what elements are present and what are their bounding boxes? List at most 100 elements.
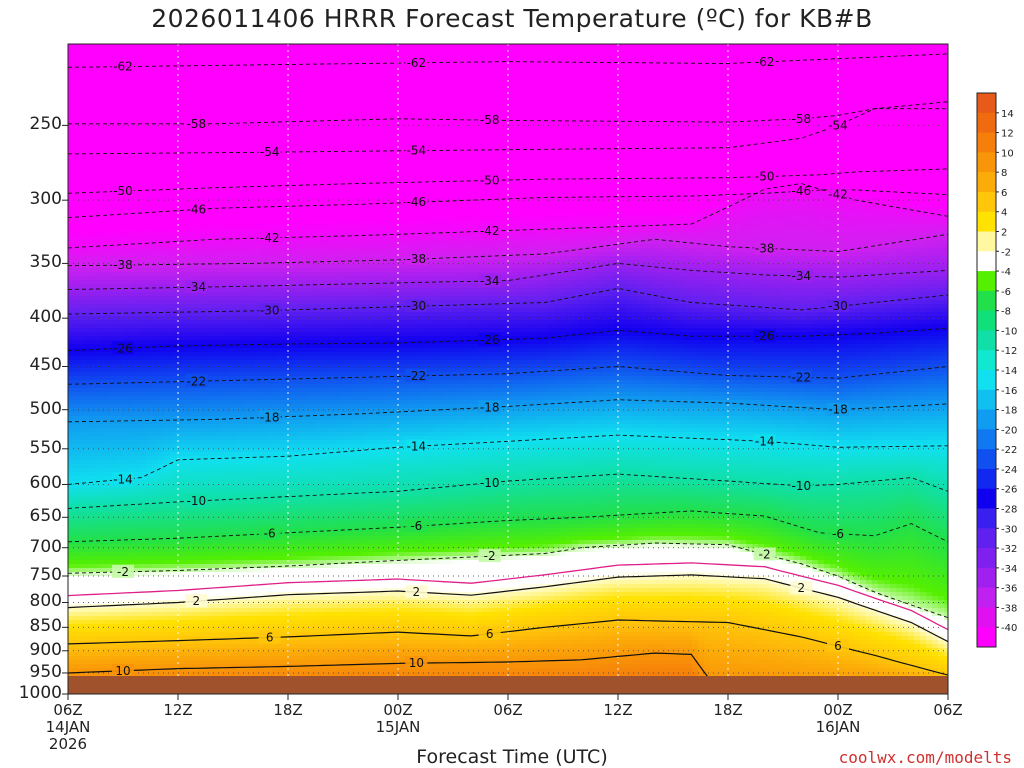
colorbar: 1412108642-2-4-6-8-10-12-14-16-18-20-22-… xyxy=(977,93,1017,648)
colorbar-label: 2 xyxy=(1001,228,1007,239)
isotherm-label: -62 xyxy=(407,56,427,70)
credit-link[interactable]: coolwx.com/modelts xyxy=(839,748,1012,767)
x-tick-label: 12Z xyxy=(578,702,658,719)
colorbar-swatch xyxy=(977,449,996,469)
colorbar-swatch xyxy=(977,588,996,608)
colorbar-label: -30 xyxy=(1001,524,1017,535)
colorbar-label: 12 xyxy=(1001,129,1014,140)
isotherm-label: -46 xyxy=(792,184,812,198)
colorbar-swatch xyxy=(977,509,996,529)
colorbar-swatch xyxy=(977,390,996,410)
colorbar-swatch xyxy=(977,627,996,647)
isotherm-label: -34 xyxy=(187,280,207,294)
colorbar-swatch xyxy=(977,133,996,153)
colorbar-label: -8 xyxy=(1001,307,1011,318)
x-tick-label: 18Z xyxy=(688,702,768,719)
y-tick-label: 700 xyxy=(4,537,62,557)
colorbar-swatch xyxy=(977,212,996,232)
colorbar-label: -2 xyxy=(1001,247,1011,258)
colorbar-swatch xyxy=(977,251,996,271)
colorbar-label: -20 xyxy=(1001,425,1017,436)
colorbar-swatch xyxy=(977,548,996,568)
isotherm-label: -22 xyxy=(792,370,812,384)
y-tick-label: 1000 xyxy=(4,683,62,703)
colorbar-label: -40 xyxy=(1001,623,1017,634)
isotherm-label: -62 xyxy=(113,60,133,74)
y-tick-label: 450 xyxy=(4,355,62,375)
isotherm-label: -2 xyxy=(759,547,771,561)
colorbar-label: 6 xyxy=(1001,188,1007,199)
isotherm-label: -6 xyxy=(832,527,844,541)
isotherm-label: -42 xyxy=(480,224,500,238)
colorbar-swatch xyxy=(977,192,996,212)
colorbar-swatch xyxy=(977,350,996,370)
colorbar-label: -28 xyxy=(1001,505,1017,516)
isotherm-label: -62 xyxy=(755,55,775,69)
colorbar-swatch xyxy=(977,271,996,291)
colorbar-swatch xyxy=(977,528,996,548)
isotherm-label: 2 xyxy=(413,585,421,599)
isotherm-label: 10 xyxy=(409,656,424,670)
isotherm-label: 2 xyxy=(798,581,806,595)
isotherm-label: -6 xyxy=(264,527,276,541)
isotherm-label: 6 xyxy=(486,627,494,641)
isotherm-label: 6 xyxy=(834,639,842,653)
x-tick-label: 06Z xyxy=(468,702,548,719)
isotherm-label: -26 xyxy=(480,333,500,347)
isotherm-label: -42 xyxy=(260,231,280,245)
isotherm-label: -26 xyxy=(113,341,133,355)
isotherm-label: -30 xyxy=(407,299,427,313)
colorbar-label: -16 xyxy=(1001,386,1017,397)
y-tick-label: 800 xyxy=(4,591,62,611)
x-tick-label: 18Z xyxy=(248,702,328,719)
colorbar-label: -24 xyxy=(1001,465,1017,476)
colorbar-label: 4 xyxy=(1001,208,1007,219)
isotherm-label: -10 xyxy=(187,494,207,508)
isotherm-label: -50 xyxy=(113,184,133,198)
isotherm-label: -54 xyxy=(260,145,280,159)
isotherm-label: 10 xyxy=(115,664,130,678)
colorbar-label: -26 xyxy=(1001,485,1017,496)
isotherm-label: -38 xyxy=(755,241,775,255)
colorbar-label: -6 xyxy=(1001,287,1011,298)
isotherm-label: -38 xyxy=(113,258,133,272)
isotherm-label: -58 xyxy=(480,113,500,127)
colorbar-label: -4 xyxy=(1001,267,1011,278)
x-tick-label: 12Z xyxy=(138,702,218,719)
y-tick-label: 950 xyxy=(4,662,62,682)
isotherm-label: -46 xyxy=(187,202,207,216)
colorbar-label: -18 xyxy=(1001,406,1017,417)
colorbar-swatch xyxy=(977,330,996,350)
colorbar-label: 14 xyxy=(1001,109,1014,120)
y-tick-label: 750 xyxy=(4,565,62,585)
y-tick-label: 650 xyxy=(4,506,62,526)
isotherm-label: -22 xyxy=(407,369,427,383)
isotherm-label: -18 xyxy=(480,400,500,414)
x-tick-label: 06Z xyxy=(908,702,988,719)
isotherm-label: -14 xyxy=(755,434,775,448)
y-tick-label: 550 xyxy=(4,438,62,458)
isotherm-label: -42 xyxy=(828,188,848,202)
colorbar-label: 10 xyxy=(1001,148,1014,159)
isotherm-label: -54 xyxy=(407,144,427,158)
colorbar-swatch xyxy=(977,370,996,390)
colorbar-swatch xyxy=(977,607,996,627)
colorbar-swatch xyxy=(977,469,996,489)
colorbar-label: -38 xyxy=(1001,603,1017,614)
isotherm-label: -34 xyxy=(480,274,500,288)
colorbar-label: -22 xyxy=(1001,445,1017,456)
colorbar-swatch xyxy=(977,232,996,252)
colorbar-swatch xyxy=(977,291,996,311)
colorbar-swatch xyxy=(977,429,996,449)
isotherm-label: -10 xyxy=(480,476,500,490)
isotherm-label: -2 xyxy=(117,565,129,579)
isotherm-label: 2 xyxy=(193,594,201,608)
colorbar-swatch xyxy=(977,172,996,192)
colorbar-label: 8 xyxy=(1001,168,1007,179)
isotherm-label: -2 xyxy=(484,549,496,563)
colorbar-swatch xyxy=(977,568,996,588)
isotherm-label: -14 xyxy=(407,439,427,453)
isotherm-label: -30 xyxy=(828,299,848,313)
isotherm-label: -22 xyxy=(187,374,207,388)
